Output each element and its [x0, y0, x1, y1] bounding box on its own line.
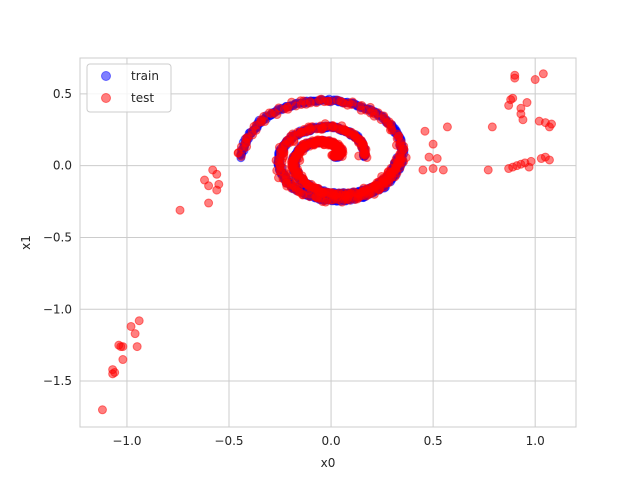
y-tick-label: −1.5 — [43, 374, 72, 388]
test-outlier-point — [487, 122, 497, 132]
test-outlier-point — [118, 355, 128, 365]
test-outlier-point — [418, 165, 428, 175]
legend-marker-train — [101, 71, 111, 81]
test-outlier-point — [132, 342, 142, 352]
test-outlier-point — [530, 75, 540, 85]
test-outlier-point — [510, 70, 520, 80]
x-tick-label: 0.5 — [424, 434, 443, 448]
test-outlier-point — [204, 198, 214, 208]
test-outlier-point — [110, 367, 120, 377]
test-outlier-point — [175, 205, 185, 215]
test-outlier-point — [438, 165, 448, 175]
series-test — [97, 69, 557, 415]
test-outlier-point — [508, 93, 518, 103]
x-tick-label: 1.0 — [526, 434, 545, 448]
x-tick-label: −0.5 — [214, 434, 243, 448]
test-outlier-point — [204, 181, 214, 191]
test-outlier-point — [212, 169, 222, 179]
legend-marker-test — [101, 93, 111, 103]
test-outlier-point — [97, 405, 107, 415]
test-outlier-point — [547, 119, 557, 129]
test-outlier-point — [428, 164, 438, 174]
test-outlier-point — [442, 122, 452, 132]
y-tick-label: 0.0 — [53, 159, 72, 173]
test-outlier-point — [130, 329, 140, 339]
test-outlier-point — [126, 321, 136, 331]
y-axis-label: x1 — [19, 235, 33, 250]
x-tick-label: −1.0 — [112, 434, 141, 448]
legend-label-test: test — [131, 91, 154, 105]
scatter-points — [97, 69, 557, 415]
test-outlier-point — [518, 115, 528, 125]
test-point — [397, 153, 407, 163]
test-outlier-point — [420, 126, 430, 136]
test-outlier-point — [483, 165, 493, 175]
x-axis-label: x0 — [321, 456, 336, 470]
y-tick-label: −1.0 — [43, 302, 72, 316]
y-tick-label: 0.5 — [53, 87, 72, 101]
test-outlier-point — [134, 316, 144, 326]
tick-labels: −1.0 −0.5 0.0 0.5 1.0 0.5 0.0 −0.5 −1.0 −1.5 — [43, 87, 545, 448]
axes-frame — [79, 57, 577, 428]
test-outlier-point — [424, 152, 434, 162]
x-tick-label: 0.0 — [322, 434, 341, 448]
grid — [80, 58, 576, 427]
test-outlier-point — [526, 156, 536, 166]
test-point — [279, 104, 289, 114]
test-outlier-point — [118, 342, 128, 352]
test-outlier-point — [428, 139, 438, 149]
legend: train test — [86, 63, 172, 113]
test-outlier-point — [212, 185, 222, 195]
legend-label-train: train — [131, 69, 159, 83]
y-tick-label: −0.5 — [43, 230, 72, 244]
test-outlier-point — [544, 155, 554, 165]
test-outlier-point — [432, 154, 442, 164]
test-outlier-point — [522, 98, 532, 108]
test-point — [236, 151, 246, 161]
test-outlier-point — [538, 69, 548, 79]
